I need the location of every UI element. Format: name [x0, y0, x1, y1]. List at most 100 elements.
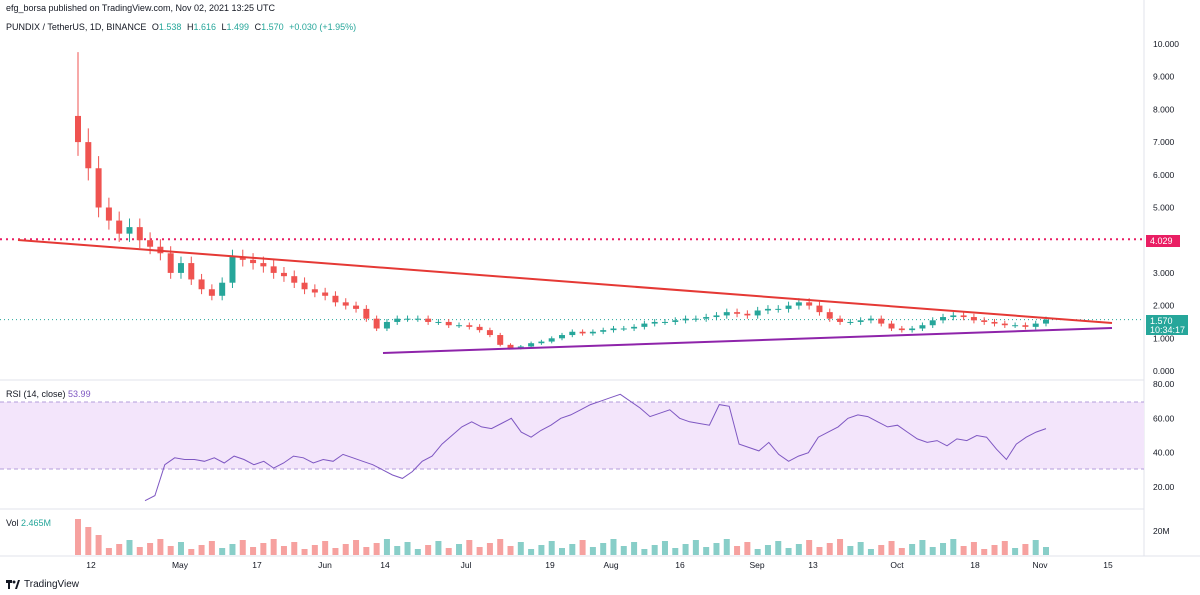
candle-body[interactable]: [806, 302, 813, 306]
candle-body[interactable]: [991, 321, 998, 324]
candle-body[interactable]: [703, 317, 710, 319]
candle-body[interactable]: [363, 308, 370, 319]
candle-body[interactable]: [589, 331, 596, 334]
candle-body[interactable]: [177, 263, 184, 273]
candle-body[interactable]: [672, 320, 679, 322]
candle-body[interactable]: [826, 312, 833, 319]
candle-body[interactable]: [734, 312, 741, 314]
candle-body[interactable]: [1022, 325, 1029, 327]
candle-body[interactable]: [280, 272, 287, 277]
candle-body[interactable]: [940, 317, 947, 321]
candle-body[interactable]: [909, 328, 916, 331]
candle-body[interactable]: [1043, 319, 1049, 324]
candle-body[interactable]: [620, 328, 627, 330]
time-axis[interactable]: 12 May 17 Jun 14 Jul 19 Aug 16 Sep 13 Oct 18 Nov 15: [86, 560, 1113, 570]
tradingview-logo[interactable]: TradingView: [6, 579, 79, 590]
candle-body[interactable]: [198, 279, 205, 290]
candle-body[interactable]: [404, 318, 411, 320]
candle-body[interactable]: [301, 282, 308, 290]
candle-body[interactable]: [435, 321, 442, 323]
candle-body[interactable]: [188, 263, 195, 280]
candle-body[interactable]: [559, 335, 565, 339]
candle-body[interactable]: [322, 292, 329, 296]
candle-body[interactable]: [250, 259, 257, 264]
candle-body[interactable]: [95, 168, 102, 208]
candle-body[interactable]: [456, 325, 463, 327]
candle-body[interactable]: [538, 341, 545, 344]
candle-body[interactable]: [466, 325, 473, 327]
candle-body[interactable]: [641, 323, 648, 327]
candle-body[interactable]: [888, 323, 895, 329]
candle-body[interactable]: [981, 320, 988, 322]
candle-body[interactable]: [219, 282, 226, 296]
candle-body[interactable]: [960, 315, 967, 318]
candles-series[interactable]: [75, 52, 1049, 350]
candle-body[interactable]: [167, 253, 174, 273]
candle-body[interactable]: [208, 289, 215, 296]
candle-body[interactable]: [775, 308, 782, 310]
candle-body[interactable]: [126, 227, 133, 234]
candle-body[interactable]: [682, 318, 689, 321]
candle-body[interactable]: [785, 305, 792, 309]
support-trendline[interactable]: [382, 327, 1113, 354]
candle-body[interactable]: [1001, 323, 1008, 326]
candle-body[interactable]: [414, 318, 421, 320]
candle-body[interactable]: [713, 315, 720, 318]
candle-body[interactable]: [610, 328, 617, 331]
candle-body[interactable]: [507, 344, 514, 349]
candle-body[interactable]: [1012, 325, 1019, 327]
candle-body[interactable]: [970, 317, 977, 321]
candle-body[interactable]: [147, 240, 154, 247]
candle-body[interactable]: [692, 318, 699, 320]
candle-body[interactable]: [528, 343, 535, 347]
candle-body[interactable]: [569, 331, 576, 336]
candle-body[interactable]: [1032, 323, 1039, 327]
candle-body[interactable]: [950, 315, 957, 318]
candle-body[interactable]: [136, 227, 143, 241]
candle-body[interactable]: [270, 266, 277, 273]
candle-body[interactable]: [579, 331, 586, 334]
rsi-legend[interactable]: RSI (14, close) 53.99: [6, 389, 91, 399]
candle-body[interactable]: [744, 313, 751, 316]
candle-body[interactable]: [878, 318, 885, 324]
candle-body[interactable]: [353, 305, 360, 309]
symbol-pair[interactable]: PUNDIX / TetherUS, 1D, BINANCE: [6, 22, 147, 32]
candle-body[interactable]: [929, 320, 936, 326]
candle-body[interactable]: [116, 220, 123, 234]
candle-body[interactable]: [383, 321, 390, 329]
candle-body[interactable]: [548, 338, 555, 342]
candle-body[interactable]: [332, 295, 339, 303]
candle-body[interactable]: [497, 335, 504, 345]
candle-body[interactable]: [867, 318, 874, 321]
candle-body[interactable]: [311, 289, 318, 293]
candle-body[interactable]: [75, 115, 81, 143]
candle-body[interactable]: [445, 321, 452, 326]
candle-body[interactable]: [600, 330, 607, 332]
volume-legend[interactable]: Vol 2.465M: [6, 518, 51, 528]
candle-body[interactable]: [857, 320, 864, 322]
candle-body[interactable]: [105, 207, 112, 221]
candle-body[interactable]: [342, 302, 349, 306]
candle-body[interactable]: [795, 302, 802, 306]
candle-body[interactable]: [631, 326, 638, 329]
candle-body[interactable]: [847, 321, 854, 323]
candle-body[interactable]: [919, 325, 926, 329]
candle-body[interactable]: [837, 318, 844, 322]
candle-body[interactable]: [394, 318, 401, 322]
candle-body[interactable]: [651, 321, 658, 324]
candle-body[interactable]: [661, 321, 668, 323]
candle-body[interactable]: [425, 318, 432, 322]
candle-body[interactable]: [754, 310, 761, 316]
candle-body[interactable]: [85, 142, 92, 169]
candle-body[interactable]: [229, 256, 236, 283]
candle-body[interactable]: [260, 263, 267, 267]
candle-body[interactable]: [898, 328, 905, 331]
candle-body[interactable]: [239, 256, 246, 260]
candle-body[interactable]: [486, 330, 493, 336]
candle-body[interactable]: [373, 318, 380, 329]
candle-body[interactable]: [816, 305, 823, 313]
candle-body[interactable]: [764, 308, 771, 311]
candle-body[interactable]: [291, 276, 298, 283]
candle-body[interactable]: [723, 312, 730, 316]
